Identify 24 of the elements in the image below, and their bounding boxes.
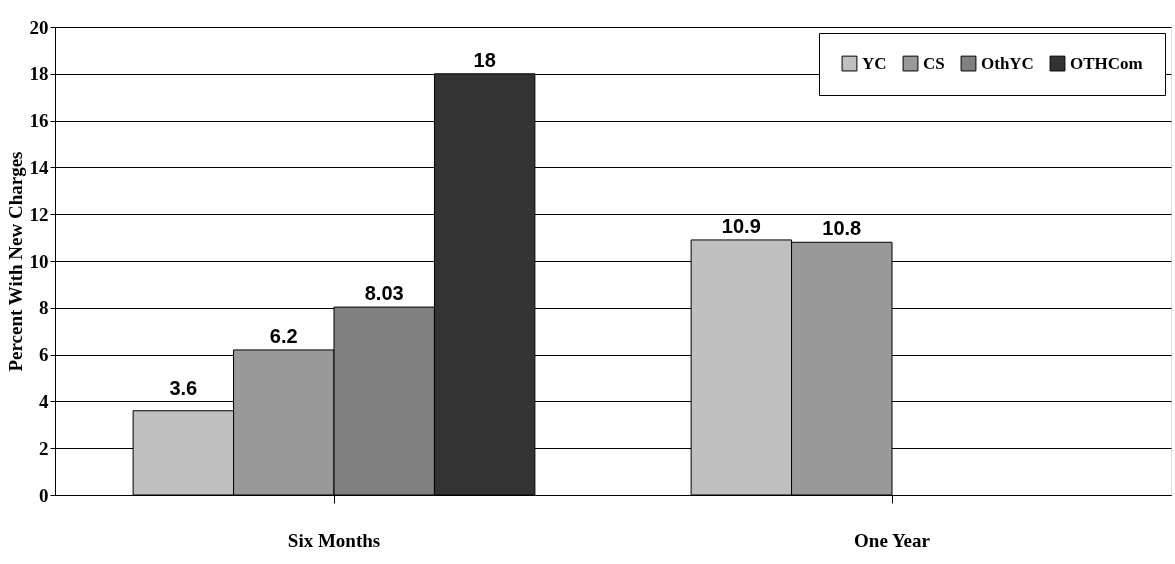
legend-label: CS <box>923 53 945 73</box>
y-tick-label: 8 <box>39 297 49 319</box>
data-label: 3.6 <box>169 377 198 400</box>
legend-label: OthYC <box>981 53 1034 73</box>
y-tick-label: 0 <box>39 484 49 506</box>
y-tick-label: 6 <box>39 344 49 366</box>
y-tick-label: 14 <box>29 156 49 178</box>
data-label: 6.2 <box>269 325 298 348</box>
y-tick-label: 16 <box>29 110 49 132</box>
legend-label: OTHCom <box>1070 53 1143 73</box>
x-tick-label: One Year <box>854 529 931 551</box>
y-tick-label: 4 <box>39 390 49 412</box>
y-axis-title: Percent With New Charges <box>4 151 26 372</box>
data-label: 18 <box>473 48 496 71</box>
y-tick-label: 20 <box>29 16 49 38</box>
x-tick-label: Six Months <box>287 529 381 551</box>
y-tick-label: 10 <box>29 250 49 272</box>
y-tick-label: 18 <box>29 63 49 85</box>
data-label: 10.8 <box>822 217 862 240</box>
y-tick-label: 12 <box>29 203 49 225</box>
legend-label: YC <box>862 53 887 73</box>
y-tick-label: 2 <box>39 437 49 459</box>
data-label: 10.9 <box>721 215 761 238</box>
data-label: 8.03 <box>364 282 404 305</box>
